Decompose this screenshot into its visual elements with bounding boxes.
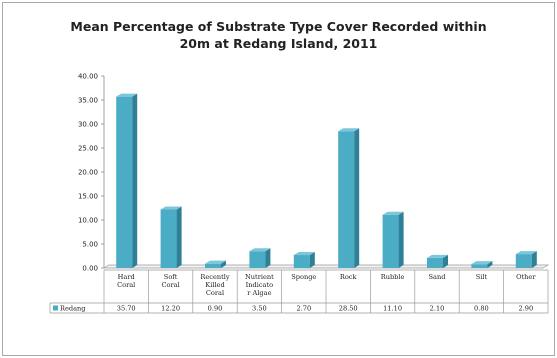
data-label: 0.80 — [474, 305, 489, 313]
data-label: 12.20 — [161, 305, 180, 313]
y-tick-label: 15.00 — [78, 193, 98, 201]
bar-top — [160, 206, 182, 210]
bar-side — [443, 254, 448, 268]
bar-side — [221, 260, 226, 268]
chart-title: Mean Percentage of Substrate Type Cover … — [0, 18, 557, 52]
legend-label: Redang — [60, 305, 86, 313]
data-label: 0.90 — [208, 305, 223, 313]
bar — [205, 263, 221, 268]
bar-top — [382, 211, 404, 215]
chart-title-line-1: Mean Percentage of Substrate Type Cover … — [70, 19, 487, 34]
y-tick-label: 30.00 — [78, 121, 98, 129]
bar — [471, 264, 488, 268]
bar-side — [309, 252, 315, 268]
bar-top — [427, 254, 448, 258]
y-tick-label: 25.00 — [78, 145, 98, 153]
bar-side — [132, 93, 138, 268]
bar-side — [531, 251, 537, 268]
category-label: Rubble — [381, 273, 405, 281]
bar — [293, 255, 310, 268]
data-label: 28.50 — [339, 305, 358, 313]
category-label: Nutrient Indicato r Algae — [245, 273, 274, 297]
bar-side — [176, 206, 182, 268]
bar-side — [354, 128, 360, 268]
category-label: Silt — [476, 273, 488, 281]
category-label: Recently Killed Coral — [200, 273, 229, 297]
bar — [515, 254, 532, 268]
y-tick-label: 5.00 — [82, 241, 98, 249]
bar — [160, 209, 177, 268]
data-label: 35.70 — [117, 305, 136, 313]
data-label: 2.70 — [296, 305, 311, 313]
category-label: Sand — [429, 273, 447, 281]
data-label: 2.10 — [430, 305, 445, 313]
data-label: 11.10 — [383, 305, 402, 313]
bar-side — [265, 248, 271, 268]
bar-top — [515, 251, 537, 255]
bar-top — [116, 93, 138, 97]
bar — [116, 96, 133, 268]
bar-top — [471, 261, 493, 265]
y-tick-label: 0.00 — [82, 265, 98, 273]
bar — [249, 251, 266, 268]
bar-top — [249, 248, 271, 252]
y-tick-label: 35.00 — [78, 97, 98, 105]
data-label: 2.90 — [518, 305, 533, 313]
category-label: Hard Coral — [117, 273, 135, 289]
y-tick-label: 20.00 — [78, 169, 98, 177]
y-tick-label: 10.00 — [78, 217, 98, 225]
bar — [338, 131, 355, 268]
category-label: Soft Coral — [161, 273, 179, 289]
category-label: Rock — [340, 273, 358, 281]
bar-top — [205, 260, 226, 264]
bar — [382, 214, 399, 268]
category-label: Other — [516, 273, 536, 281]
chart-title-line-2: 20m at Redang Island, 2011 — [179, 36, 378, 51]
category-label: Sponge — [291, 273, 316, 281]
bar — [427, 257, 443, 268]
data-label: 3.50 — [252, 305, 267, 313]
bar-top — [293, 252, 315, 256]
legend-swatch — [53, 305, 58, 311]
y-tick-label: 40.00 — [78, 73, 98, 81]
bar-side — [487, 261, 493, 268]
bar-top — [338, 128, 360, 132]
bar-side — [398, 211, 404, 268]
